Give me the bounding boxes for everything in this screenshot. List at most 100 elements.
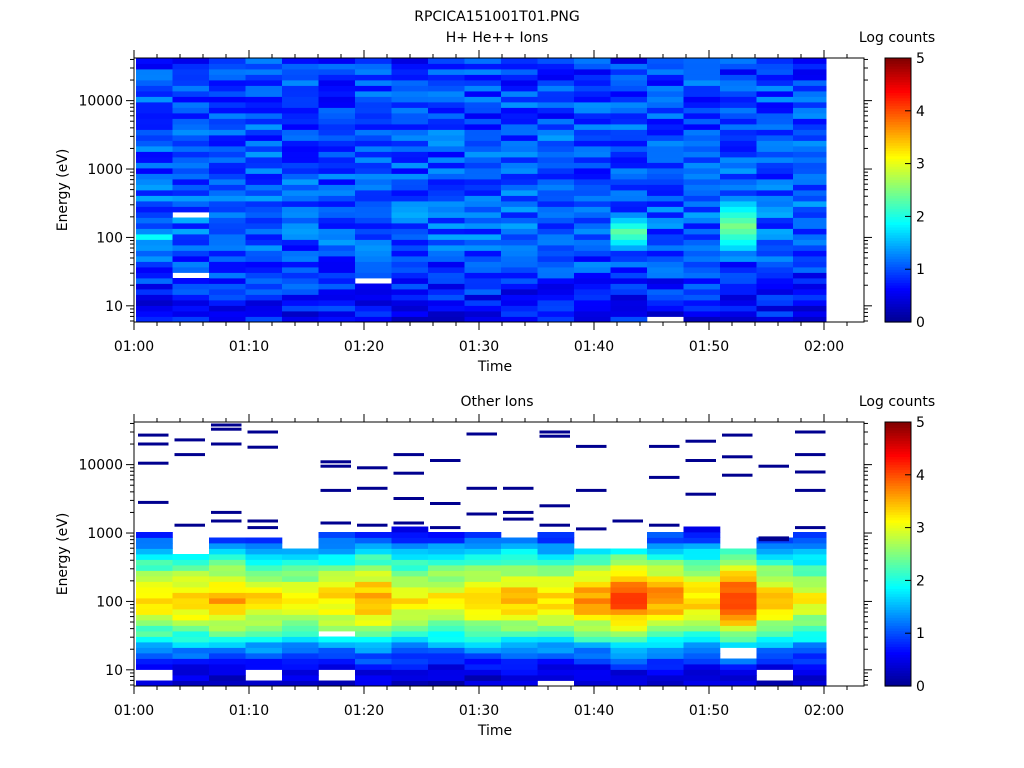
heatmap-cell <box>537 261 575 268</box>
heatmap-cell <box>610 283 648 290</box>
heatmap-cell <box>172 603 210 610</box>
heatmap-cell <box>245 96 283 103</box>
colorbar-segment <box>885 445 911 449</box>
heatmap-cell <box>282 250 319 257</box>
heatmap-cell <box>209 212 246 218</box>
heatmap-cell <box>574 664 611 670</box>
x-axis-label: Time <box>477 359 512 375</box>
heatmap-cell <box>501 250 538 257</box>
heatmap-cell <box>683 614 721 621</box>
heatmap-cell <box>355 179 392 185</box>
heatmap-trace <box>357 486 388 490</box>
colorbar-segment <box>885 71 911 75</box>
heatmap-cell <box>756 140 794 147</box>
heatmap-cell <box>793 173 827 180</box>
heatmap-cell <box>501 201 538 207</box>
heatmap-cell <box>610 300 648 306</box>
heatmap-trace <box>685 439 716 443</box>
heatmap-cell <box>391 234 429 240</box>
colorbar-segment <box>885 514 911 518</box>
heatmap-cell <box>245 570 283 577</box>
heatmap-cell <box>245 173 283 180</box>
heatmap-cell <box>391 283 429 290</box>
heatmap-cell <box>464 311 502 317</box>
heatmap-cell <box>464 614 502 621</box>
heatmap-cell <box>464 212 502 218</box>
heatmap-cell <box>501 118 538 125</box>
heatmap-cell <box>610 653 648 659</box>
heatmap-cell <box>318 647 356 654</box>
heatmap-cell <box>172 124 210 130</box>
heatmap-cell <box>501 212 538 218</box>
heatmap-cell <box>610 85 648 92</box>
heatmap-cell <box>136 234 173 240</box>
heatmap-cell <box>355 206 392 213</box>
heatmap-cell <box>537 669 575 676</box>
heatmap-trace <box>430 502 461 505</box>
heatmap-cell <box>172 283 210 290</box>
colorbar-segment <box>885 646 911 650</box>
heatmap-cell <box>136 206 173 213</box>
heatmap-cell <box>647 146 684 152</box>
heatmap-cell <box>282 107 319 114</box>
heatmap-cell <box>136 239 173 246</box>
heatmap-cell <box>647 669 684 676</box>
heatmap-cell <box>136 179 173 185</box>
heatmap-cell <box>245 565 283 571</box>
heatmap-cell <box>647 658 684 665</box>
heatmap-cell <box>501 135 538 141</box>
heatmap-cell <box>793 195 827 202</box>
x-tick-label: 01:30 <box>459 339 499 355</box>
heatmap-cell <box>574 598 611 604</box>
heatmap-cell <box>464 85 502 92</box>
heatmap-cell <box>428 63 465 70</box>
heatmap-cell <box>464 102 502 108</box>
heatmap-cell <box>756 625 794 632</box>
colorbar-segment <box>885 226 911 231</box>
colorbar-tick-label: 5 <box>916 415 925 431</box>
heatmap-cell <box>245 239 283 246</box>
heatmap-cell <box>391 173 429 180</box>
heatmap-cell <box>428 168 465 174</box>
heatmap-cell <box>428 614 465 621</box>
heatmap-cell <box>501 658 538 665</box>
heatmap-cell <box>172 80 210 86</box>
heatmap-cell <box>318 620 356 626</box>
heatmap-cell <box>756 69 794 75</box>
heatmap-cell <box>720 283 757 290</box>
colorbar-segment <box>885 530 911 534</box>
heatmap-column <box>647 444 684 687</box>
colorbar-segment <box>885 427 911 431</box>
heatmap-cell <box>756 80 794 86</box>
heatmap-cell <box>501 625 538 632</box>
heatmap-cell <box>756 631 794 637</box>
heatmap-cell <box>647 565 684 571</box>
colorbar-segment <box>885 651 911 655</box>
heatmap-cell <box>647 256 684 262</box>
heatmap-cell <box>318 598 356 604</box>
heatmap-cell <box>610 184 648 191</box>
heatmap-cell <box>537 135 575 141</box>
heatmap-cell <box>282 74 319 81</box>
heatmap-cell <box>574 554 611 560</box>
heatmap-cell <box>245 609 283 615</box>
heatmap-cell <box>355 256 392 262</box>
heatmap-cell <box>428 532 465 538</box>
heatmap-cell <box>391 135 429 141</box>
colorbar-segment <box>885 134 911 138</box>
heatmap-cell <box>391 631 429 637</box>
heatmap-cell <box>610 234 648 240</box>
heatmap-cell <box>720 548 757 555</box>
heatmap-cell <box>136 195 173 202</box>
heatmap-cell <box>245 559 283 566</box>
heatmap-cell <box>464 140 502 147</box>
heatmap-cell <box>245 543 283 549</box>
heatmap-cell <box>574 609 611 615</box>
colorbar-segment <box>885 622 911 626</box>
heatmap-cell <box>574 239 611 246</box>
heatmap-cell <box>391 559 429 566</box>
heatmap-cell <box>391 526 429 533</box>
heatmap-cell <box>245 190 283 196</box>
colorbar-segment <box>885 126 911 130</box>
heatmap-cell <box>501 311 538 317</box>
